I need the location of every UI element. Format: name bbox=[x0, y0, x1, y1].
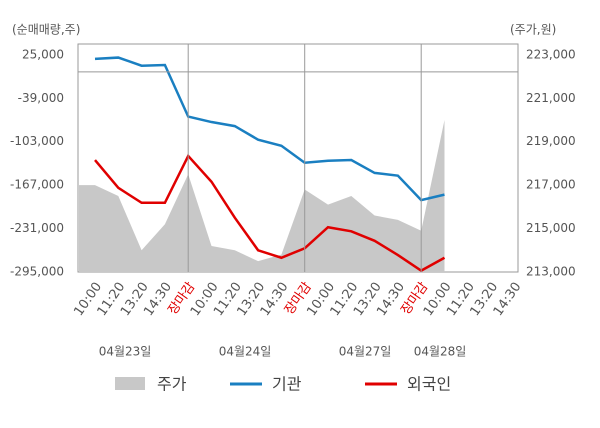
y2-tick-label: 213,000 bbox=[526, 265, 576, 279]
legend-label: 주가 bbox=[157, 375, 187, 394]
y2-tick-label: 217,000 bbox=[526, 178, 576, 192]
y2-tick-label: 221,000 bbox=[526, 91, 576, 105]
legend-label: 외국인 bbox=[407, 375, 451, 394]
y-tick-label: -167,000 bbox=[10, 178, 64, 192]
y2-tick-label: 215,000 bbox=[526, 221, 576, 235]
date-label: 04월27일 bbox=[339, 345, 392, 359]
date-label: 04월24일 bbox=[219, 345, 272, 359]
y-tick-label: -39,000 bbox=[18, 91, 64, 105]
date-label: 04월23일 bbox=[99, 345, 152, 359]
y2-tick-label: 223,000 bbox=[526, 47, 576, 61]
y-axis-label: (순매매량,주) bbox=[12, 23, 80, 37]
series-line bbox=[94, 56, 445, 202]
legend-label: 기관 bbox=[272, 375, 302, 394]
y-tick-label: -231,000 bbox=[10, 221, 64, 235]
price-area bbox=[79, 120, 445, 272]
y-tick-label: -103,000 bbox=[10, 134, 64, 148]
y2-axis-label: (주가,원) bbox=[510, 23, 556, 37]
y-tick-label: 25,000 bbox=[22, 47, 64, 61]
y-tick-label: -295,000 bbox=[10, 265, 64, 279]
legend-swatch bbox=[115, 377, 145, 390]
series-line bbox=[94, 153, 446, 273]
date-label: 04월28일 bbox=[414, 345, 467, 359]
y2-tick-label: 219,000 bbox=[526, 134, 576, 148]
